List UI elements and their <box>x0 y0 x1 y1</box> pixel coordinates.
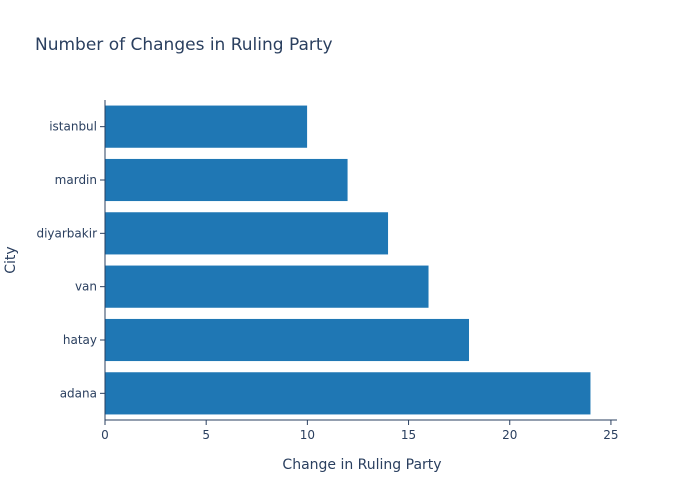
y-tick-label: adana <box>60 386 97 400</box>
x-axis-title: Change in Ruling Party <box>282 457 441 473</box>
x-tick-label: 5 <box>202 428 210 442</box>
y-tick-label: diyarbakir <box>36 226 97 240</box>
x-tick-label: 25 <box>603 428 618 442</box>
bar-mardin[interactable] <box>104 158 349 202</box>
y-tick-label: mardin <box>55 173 97 187</box>
x-tick-label: 15 <box>401 428 416 442</box>
bar-van[interactable] <box>104 265 430 309</box>
x-tick-label: 0 <box>101 428 109 442</box>
y-axis-ticks: istanbul mardin diyarbakir van hatay adana <box>36 120 105 400</box>
y-tick-label: hatay <box>63 333 97 347</box>
bars-layer <box>104 105 591 415</box>
y-axis-title: City <box>3 246 19 273</box>
y-tick-label: istanbul <box>49 120 97 134</box>
chart-title: Number of Changes in Ruling Party <box>35 35 333 55</box>
bar-hatay[interactable] <box>104 318 470 362</box>
bar-istanbul[interactable] <box>104 105 308 149</box>
x-axis-ticks: 0 5 10 15 20 25 <box>101 420 619 442</box>
bar-diyarbakir[interactable] <box>104 211 389 255</box>
bar-adana[interactable] <box>104 371 591 415</box>
y-tick-label: van <box>75 280 97 294</box>
x-tick-label: 10 <box>300 428 315 442</box>
x-tick-label: 20 <box>502 428 517 442</box>
